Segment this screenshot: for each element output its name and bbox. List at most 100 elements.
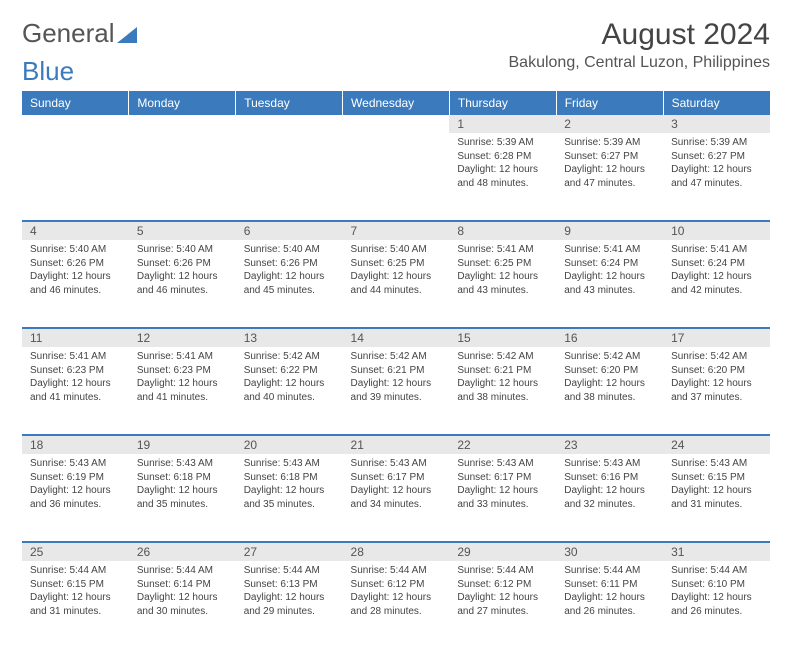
day-details: Sunrise: 5:43 AMSunset: 6:18 PMDaylight:… bbox=[236, 454, 343, 515]
day-number bbox=[22, 115, 129, 133]
day-number: 31 bbox=[663, 543, 770, 561]
sunrise-line: Sunrise: 5:44 AM bbox=[671, 564, 762, 578]
day-cell: Sunrise: 5:42 AMSunset: 6:21 PMDaylight:… bbox=[343, 347, 450, 435]
weekday-header: Monday bbox=[129, 91, 236, 115]
sunset-line: Sunset: 6:23 PM bbox=[30, 364, 121, 378]
day-number: 16 bbox=[556, 329, 663, 347]
sunset-line: Sunset: 6:16 PM bbox=[564, 471, 655, 485]
calendar: SundayMondayTuesdayWednesdayThursdayFrid… bbox=[22, 91, 770, 649]
sunrise-line: Sunrise: 5:43 AM bbox=[244, 457, 335, 471]
day-number: 15 bbox=[449, 329, 556, 347]
day-number: 22 bbox=[449, 436, 556, 454]
day-cell: Sunrise: 5:44 AMSunset: 6:13 PMDaylight:… bbox=[236, 561, 343, 649]
sunrise-line: Sunrise: 5:44 AM bbox=[564, 564, 655, 578]
daylight-line: Daylight: 12 hours and 42 minutes. bbox=[671, 270, 762, 297]
day-cell: Sunrise: 5:42 AMSunset: 6:20 PMDaylight:… bbox=[556, 347, 663, 435]
daylight-line: Daylight: 12 hours and 26 minutes. bbox=[564, 591, 655, 618]
daylight-line: Daylight: 12 hours and 39 minutes. bbox=[351, 377, 442, 404]
weekday-header: Thursday bbox=[449, 91, 556, 115]
day-number: 27 bbox=[236, 543, 343, 561]
daylight-line: Daylight: 12 hours and 46 minutes. bbox=[137, 270, 228, 297]
day-number: 30 bbox=[556, 543, 663, 561]
sunset-line: Sunset: 6:13 PM bbox=[244, 578, 335, 592]
day-cell: Sunrise: 5:41 AMSunset: 6:25 PMDaylight:… bbox=[449, 240, 556, 328]
week-daynum-row: 25262728293031 bbox=[22, 542, 770, 561]
sunrise-line: Sunrise: 5:43 AM bbox=[671, 457, 762, 471]
day-number: 26 bbox=[129, 543, 236, 561]
sunset-line: Sunset: 6:28 PM bbox=[457, 150, 548, 164]
day-number: 20 bbox=[236, 436, 343, 454]
day-number: 4 bbox=[22, 222, 129, 240]
week-daynum-row: 11121314151617 bbox=[22, 328, 770, 347]
day-number: 3 bbox=[663, 115, 770, 133]
sunset-line: Sunset: 6:12 PM bbox=[351, 578, 442, 592]
daylight-line: Daylight: 12 hours and 46 minutes. bbox=[30, 270, 121, 297]
day-details: Sunrise: 5:44 AMSunset: 6:11 PMDaylight:… bbox=[556, 561, 663, 622]
day-cell: Sunrise: 5:40 AMSunset: 6:26 PMDaylight:… bbox=[22, 240, 129, 328]
day-cell: Sunrise: 5:43 AMSunset: 6:16 PMDaylight:… bbox=[556, 454, 663, 542]
daylight-line: Daylight: 12 hours and 35 minutes. bbox=[244, 484, 335, 511]
sunset-line: Sunset: 6:26 PM bbox=[244, 257, 335, 271]
sunset-line: Sunset: 6:27 PM bbox=[671, 150, 762, 164]
day-details: Sunrise: 5:42 AMSunset: 6:20 PMDaylight:… bbox=[663, 347, 770, 408]
sunrise-line: Sunrise: 5:43 AM bbox=[564, 457, 655, 471]
sunrise-line: Sunrise: 5:42 AM bbox=[671, 350, 762, 364]
sunrise-line: Sunrise: 5:43 AM bbox=[457, 457, 548, 471]
day-details: Sunrise: 5:42 AMSunset: 6:21 PMDaylight:… bbox=[449, 347, 556, 408]
day-details: Sunrise: 5:40 AMSunset: 6:25 PMDaylight:… bbox=[343, 240, 450, 301]
day-cell: Sunrise: 5:39 AMSunset: 6:27 PMDaylight:… bbox=[663, 133, 770, 221]
sunset-line: Sunset: 6:15 PM bbox=[30, 578, 121, 592]
day-details: Sunrise: 5:43 AMSunset: 6:18 PMDaylight:… bbox=[129, 454, 236, 515]
week-daynum-row: 123 bbox=[22, 115, 770, 133]
sunset-line: Sunset: 6:18 PM bbox=[244, 471, 335, 485]
day-number: 13 bbox=[236, 329, 343, 347]
daylight-line: Daylight: 12 hours and 27 minutes. bbox=[457, 591, 548, 618]
day-cell: Sunrise: 5:44 AMSunset: 6:12 PMDaylight:… bbox=[343, 561, 450, 649]
day-cell: Sunrise: 5:44 AMSunset: 6:14 PMDaylight:… bbox=[129, 561, 236, 649]
daylight-line: Daylight: 12 hours and 32 minutes. bbox=[564, 484, 655, 511]
daylight-line: Daylight: 12 hours and 41 minutes. bbox=[30, 377, 121, 404]
day-cell: Sunrise: 5:43 AMSunset: 6:18 PMDaylight:… bbox=[129, 454, 236, 542]
week-body-row: Sunrise: 5:44 AMSunset: 6:15 PMDaylight:… bbox=[22, 561, 770, 649]
day-number: 24 bbox=[663, 436, 770, 454]
weekday-header: Tuesday bbox=[236, 91, 343, 115]
day-details: Sunrise: 5:40 AMSunset: 6:26 PMDaylight:… bbox=[22, 240, 129, 301]
day-details: Sunrise: 5:44 AMSunset: 6:14 PMDaylight:… bbox=[129, 561, 236, 622]
daylight-line: Daylight: 12 hours and 43 minutes. bbox=[457, 270, 548, 297]
sunrise-line: Sunrise: 5:41 AM bbox=[564, 243, 655, 257]
day-details: Sunrise: 5:42 AMSunset: 6:20 PMDaylight:… bbox=[556, 347, 663, 408]
day-number: 21 bbox=[343, 436, 450, 454]
day-number: 19 bbox=[129, 436, 236, 454]
day-number: 10 bbox=[663, 222, 770, 240]
day-number: 2 bbox=[556, 115, 663, 133]
sunset-line: Sunset: 6:24 PM bbox=[564, 257, 655, 271]
sunset-line: Sunset: 6:26 PM bbox=[30, 257, 121, 271]
day-cell bbox=[236, 133, 343, 221]
day-cell: Sunrise: 5:44 AMSunset: 6:11 PMDaylight:… bbox=[556, 561, 663, 649]
sunrise-line: Sunrise: 5:39 AM bbox=[457, 136, 548, 150]
day-cell: Sunrise: 5:44 AMSunset: 6:12 PMDaylight:… bbox=[449, 561, 556, 649]
day-cell: Sunrise: 5:41 AMSunset: 6:24 PMDaylight:… bbox=[556, 240, 663, 328]
day-number: 11 bbox=[22, 329, 129, 347]
sunset-line: Sunset: 6:27 PM bbox=[564, 150, 655, 164]
day-details: Sunrise: 5:40 AMSunset: 6:26 PMDaylight:… bbox=[236, 240, 343, 301]
day-cell: Sunrise: 5:43 AMSunset: 6:19 PMDaylight:… bbox=[22, 454, 129, 542]
day-number: 8 bbox=[449, 222, 556, 240]
sunrise-line: Sunrise: 5:40 AM bbox=[351, 243, 442, 257]
day-number bbox=[236, 115, 343, 133]
daylight-line: Daylight: 12 hours and 45 minutes. bbox=[244, 270, 335, 297]
sunset-line: Sunset: 6:21 PM bbox=[351, 364, 442, 378]
sunrise-line: Sunrise: 5:39 AM bbox=[671, 136, 762, 150]
day-cell: Sunrise: 5:42 AMSunset: 6:22 PMDaylight:… bbox=[236, 347, 343, 435]
day-details: Sunrise: 5:42 AMSunset: 6:22 PMDaylight:… bbox=[236, 347, 343, 408]
day-cell bbox=[22, 133, 129, 221]
day-cell: Sunrise: 5:44 AMSunset: 6:15 PMDaylight:… bbox=[22, 561, 129, 649]
daylight-line: Daylight: 12 hours and 31 minutes. bbox=[671, 484, 762, 511]
sunrise-line: Sunrise: 5:41 AM bbox=[30, 350, 121, 364]
daylight-line: Daylight: 12 hours and 31 minutes. bbox=[30, 591, 121, 618]
day-cell: Sunrise: 5:41 AMSunset: 6:23 PMDaylight:… bbox=[129, 347, 236, 435]
weekday-header: Wednesday bbox=[343, 91, 450, 115]
daylight-line: Daylight: 12 hours and 48 minutes. bbox=[457, 163, 548, 190]
sunrise-line: Sunrise: 5:40 AM bbox=[30, 243, 121, 257]
sunrise-line: Sunrise: 5:40 AM bbox=[137, 243, 228, 257]
